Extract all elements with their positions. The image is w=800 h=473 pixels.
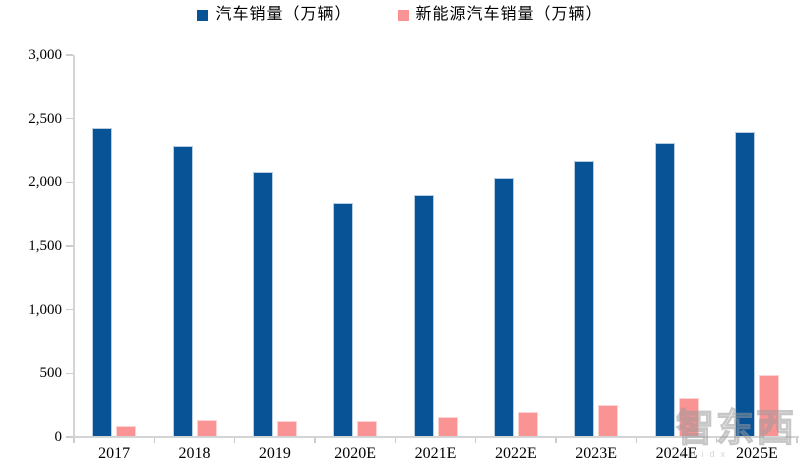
x-axis-tick <box>555 438 557 443</box>
auto-sales-bar-2025E <box>734 131 755 436</box>
x-axis-label-2022E: 2022E <box>494 445 537 462</box>
nev-sales-bar-2019 <box>276 420 297 436</box>
x-axis-label-2024E: 2024E <box>655 445 698 462</box>
y-axis-tick <box>66 181 73 184</box>
x-axis-line <box>73 436 799 438</box>
x-axis-label-2021E: 2021E <box>414 445 457 462</box>
auto-sales-bar-2022E <box>493 178 514 436</box>
x-axis-label-2018: 2018 <box>178 445 211 462</box>
blue-square-swatch-icon <box>197 9 209 21</box>
y-axis-tick <box>66 245 73 247</box>
nev-sales-bar-2017 <box>116 426 137 436</box>
nev-sales-bar-2018 <box>196 419 217 436</box>
y-axis-tick-label: 1,000 <box>28 301 62 318</box>
y-axis-tick-label: 2,500 <box>28 110 62 127</box>
nev-sales-bar-2025E <box>758 374 779 436</box>
y-axis-tick-label: 0 <box>54 429 63 445</box>
x-axis-tick <box>796 438 798 443</box>
legend-item-nev-sales: 新能源汽车销量（万辆） <box>397 4 603 26</box>
chart-legend: 汽车销量（万辆） 新能源汽车销量（万辆） <box>0 4 800 26</box>
auto-sales-bar-2020E <box>333 202 354 436</box>
nev-sales-bar-2020E <box>357 420 378 436</box>
x-axis-label-2020E: 2020E <box>334 445 377 462</box>
x-axis-tick <box>153 438 156 443</box>
auto-sales-bar-2017 <box>92 127 113 436</box>
y-axis-tick-label: 3,000 <box>28 47 62 63</box>
plot-area: 2017 2018 2019 2020E 2021E 2022E 2023E 2024E 202… <box>66 54 799 462</box>
x-axis-label-2023E: 2023E <box>575 445 618 462</box>
nev-sales-bar-2021E <box>437 416 458 436</box>
pink-square-swatch-icon <box>397 9 409 21</box>
nev-sales-bar-2023E <box>598 405 619 436</box>
x-axis-tick <box>73 438 75 443</box>
x-axis-tick <box>233 438 236 443</box>
y-axis-tick-label: 1,500 <box>28 238 62 254</box>
nev-sales-bar-2022E <box>517 411 538 436</box>
y-axis-tick <box>66 117 73 120</box>
y-axis-tick <box>66 436 73 438</box>
y-axis-tick <box>66 372 73 375</box>
y-axis-tick <box>66 54 73 56</box>
legend-label-nev-sales: 新能源汽车销量（万辆） <box>415 6 603 23</box>
auto-sales-bar-2018 <box>172 145 193 436</box>
auto-sales-bar-2021E <box>413 195 434 436</box>
auto-sales-bar-2019 <box>252 172 273 436</box>
y-axis-tick <box>66 308 73 311</box>
x-axis-tick <box>474 438 477 443</box>
x-axis-label-2017: 2017 <box>98 445 131 462</box>
auto-sales-bar-2024E <box>654 143 675 436</box>
y-axis-line <box>73 55 75 437</box>
nev-sales-bar-2024E <box>678 397 699 436</box>
x-axis-label-2019: 2019 <box>258 445 291 462</box>
x-axis-tick <box>314 438 316 443</box>
y-axis-tick-label: 2,000 <box>28 174 62 191</box>
x-axis-tick <box>635 438 638 443</box>
auto-sales-bar-2023E <box>574 160 595 436</box>
legend-label-auto-sales: 汽车销量（万辆） <box>215 6 352 23</box>
y-axis-labels: 0 500 1,000 1,500 2,000 2,500 3,000 <box>0 47 66 445</box>
legend-item-auto-sales: 汽车销量（万辆） <box>197 4 351 26</box>
y-axis-tick-label: 500 <box>39 365 63 382</box>
x-axis-tick <box>394 438 397 443</box>
x-axis-tick <box>715 438 718 443</box>
x-axis-label-2025E: 2025E <box>735 445 778 462</box>
